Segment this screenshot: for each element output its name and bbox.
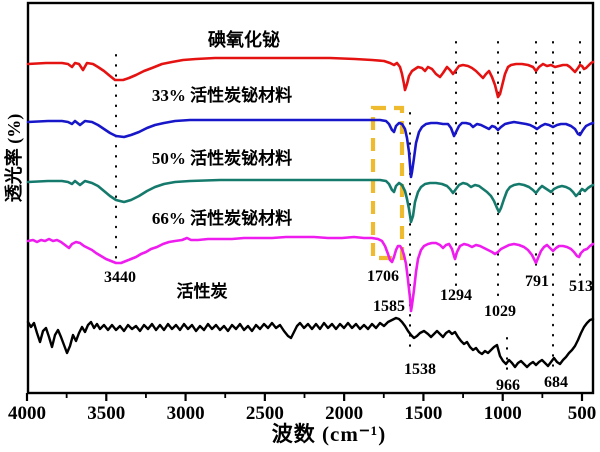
series-label-碘氧化铋: 碘氧化铋: [208, 29, 280, 50]
x-tick-label-2500: 2500: [246, 403, 284, 424]
spectrum-curve-活性炭: [26, 316, 595, 369]
annotation-513: 513: [569, 278, 593, 295]
annotation-1029: 1029: [484, 303, 516, 320]
annotation-3440: 3440: [104, 269, 136, 286]
x-tick-label-500: 500: [568, 403, 597, 424]
x-axis-title: 波数 (cm⁻¹): [271, 422, 387, 446]
series-label-66% 活性炭铋材料: 66% 活性炭铋材料: [152, 208, 292, 228]
annotation-1538: 1538: [404, 361, 436, 378]
x-tick-label-4000: 4000: [8, 403, 46, 424]
spectrum-curve-50% 活性炭铋材料: [26, 178, 595, 224]
spectrum-curve-碘氧化铋: [26, 56, 595, 99]
series-label-33% 活性炭铋材料: 33% 活性炭铋材料: [152, 85, 292, 105]
x-tick-label-2000: 2000: [325, 403, 363, 424]
x-tick-label-1500: 1500: [404, 403, 442, 424]
annotation-966: 966: [496, 377, 520, 394]
annotation-1706: 1706: [367, 268, 399, 285]
highlight-box: [370, 105, 405, 261]
x-tick-label-1000: 1000: [484, 403, 522, 424]
annotation-1294: 1294: [440, 287, 472, 304]
annotation-1585: 1585: [373, 298, 405, 315]
y-axis-title: 透光率 (%): [4, 113, 24, 203]
x-tick-label-3000: 3000: [167, 403, 205, 424]
x-tick-label-3500: 3500: [87, 403, 125, 424]
series-label-活性炭: 活性炭: [177, 281, 228, 301]
annotation-791: 791: [525, 273, 549, 290]
spectrum-curve-66% 活性炭铋材料: [26, 235, 595, 313]
series-label-50% 活性炭铋材料: 50% 活性炭铋材料: [152, 148, 292, 168]
plot-frame: [26, 1, 595, 395]
annotation-684: 684: [544, 374, 568, 391]
spectrum-curve-33% 活性炭铋材料: [26, 118, 595, 179]
